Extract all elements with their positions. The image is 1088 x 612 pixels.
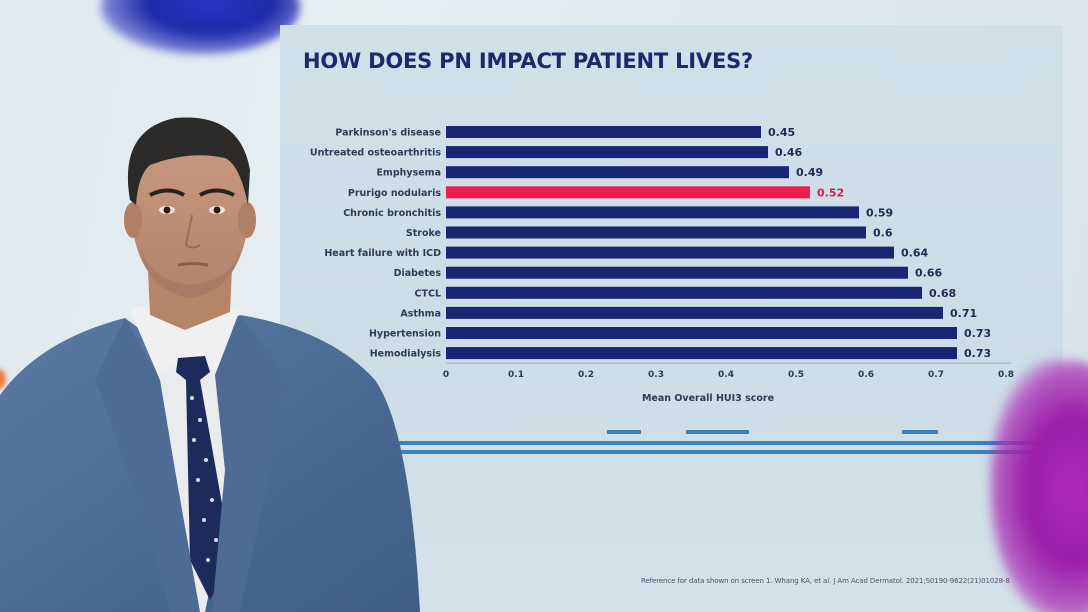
value-labels-group: 0.45 0.46 0.49 0.52 0.59 0.6 0.64 0.66 0.68 0.71 0…	[768, 126, 991, 360]
x-tick-label: 0.1	[508, 370, 524, 380]
bar	[446, 327, 957, 339]
bar	[446, 286, 922, 299]
x-tick-label: 0.3	[648, 370, 664, 380]
presenter-video	[0, 117, 420, 612]
shirt-collar	[130, 300, 240, 380]
category-label: Hemodialysis	[370, 349, 442, 360]
category-label: Untreated osteoarthritis	[310, 148, 441, 159]
category-label: Parkinson's disease	[335, 128, 441, 139]
x-tick-labels-group: 0 0.1 0.2 0.3 0.4 0.5 0.6 0.7 0.8	[443, 370, 1014, 380]
bar	[446, 126, 761, 138]
bar	[446, 206, 859, 219]
category-label: Asthma	[400, 308, 441, 319]
bar	[446, 246, 894, 259]
bars-group	[446, 126, 957, 360]
x-tick-label: 0.2	[578, 370, 594, 380]
bar	[446, 166, 789, 179]
value-label: 0.59	[866, 206, 893, 219]
face	[132, 133, 248, 297]
category-label: Emphysema	[376, 168, 441, 179]
decorative-stripe-bottom	[385, 450, 1063, 454]
category-label: Heart failure with ICD	[324, 248, 441, 259]
value-label: 0.73	[964, 327, 991, 340]
x-axis-title: Mean Overall HUI3 score	[642, 393, 774, 404]
bar	[446, 347, 957, 360]
decorative-dash	[607, 430, 641, 434]
x-tick-label: 0.4	[718, 370, 734, 380]
orange-flower-decoration	[0, 368, 6, 390]
decorative-dash	[686, 430, 749, 434]
purple-flower-decoration	[990, 360, 1088, 612]
value-label: 0.49	[796, 166, 823, 179]
left-lapel	[95, 318, 200, 612]
category-label: Prurigo nodularis	[348, 188, 441, 199]
value-label: 0.73	[964, 347, 991, 360]
x-tick-label: 0.8	[998, 370, 1014, 380]
right-lapel	[212, 315, 290, 612]
data-reference-footnote: Reference for data shown on screen 1. Wh…	[641, 577, 1010, 585]
necktie	[176, 356, 232, 600]
hair	[127, 117, 250, 205]
decorative-dash	[902, 430, 938, 434]
category-label: Diabetes	[394, 268, 442, 279]
x-tick-label: 0	[443, 370, 449, 380]
value-label: 0.66	[915, 267, 942, 280]
category-label: Stroke	[406, 228, 441, 239]
bar	[446, 306, 943, 319]
bar	[446, 146, 768, 159]
value-label: 0.6	[873, 227, 893, 240]
decorative-stripe-top	[385, 441, 1063, 445]
category-label: CTCL	[415, 288, 441, 299]
value-label: 0.71	[950, 307, 977, 320]
bar-highlighted	[446, 186, 810, 199]
bar	[446, 266, 908, 279]
value-label: 0.45	[768, 126, 795, 139]
category-label: Hypertension	[369, 329, 441, 340]
x-tick-label: 0.7	[928, 370, 944, 380]
x-tick-label: 0.6	[858, 370, 874, 380]
bar	[446, 226, 866, 239]
x-tick-label: 0.5	[788, 370, 804, 380]
category-labels-group: Parkinson's disease Untreated osteoarthri…	[310, 128, 441, 360]
value-label: 0.64	[901, 247, 928, 260]
slide-title: HOW DOES PN IMPACT PATIENT LIVES?	[303, 49, 753, 73]
category-label: Chronic bronchitis	[343, 208, 441, 219]
value-label: 0.46	[775, 146, 802, 159]
value-label: 0.52	[817, 186, 844, 199]
value-label: 0.68	[929, 287, 956, 300]
